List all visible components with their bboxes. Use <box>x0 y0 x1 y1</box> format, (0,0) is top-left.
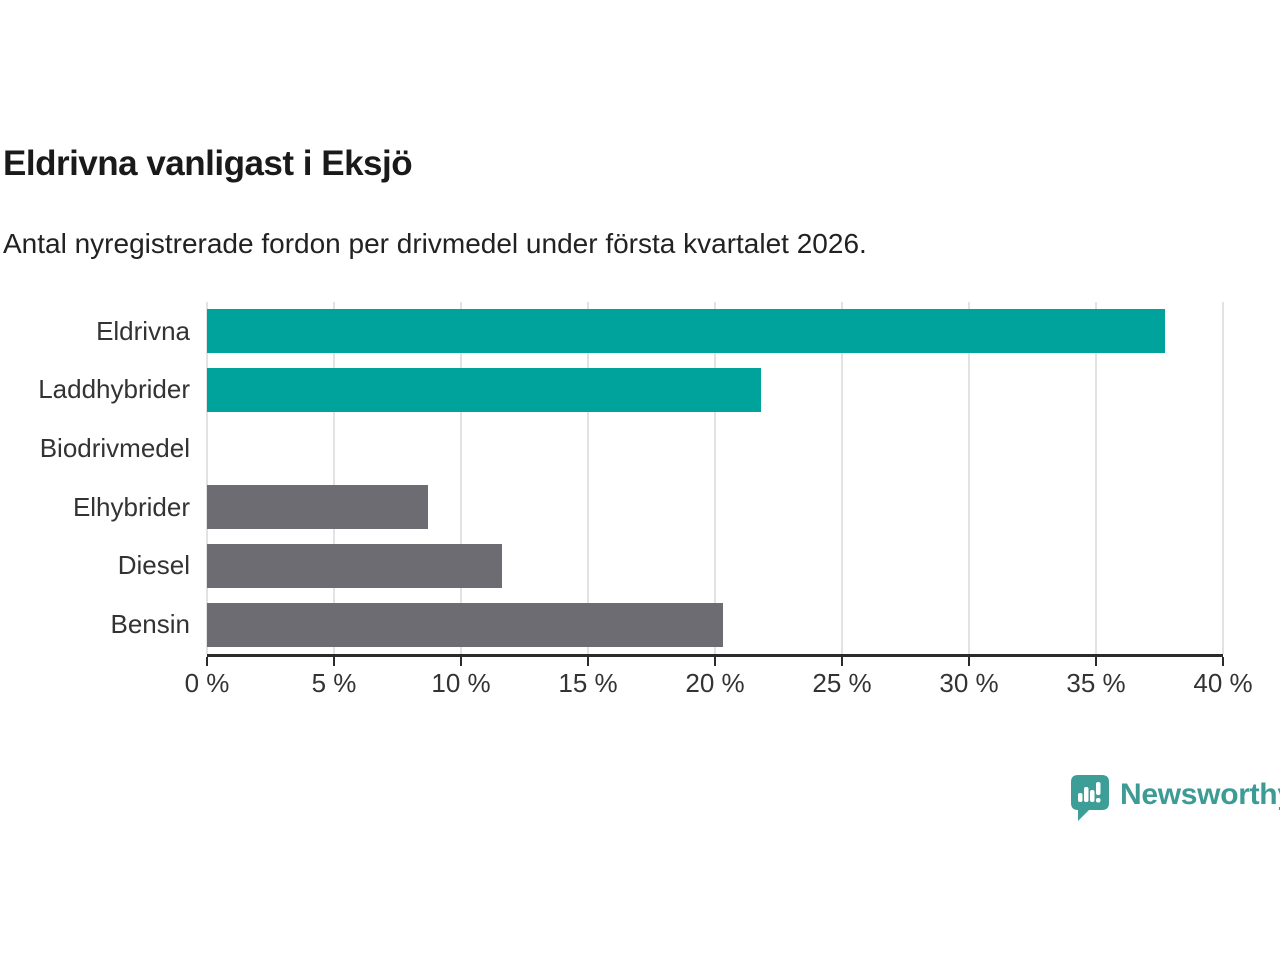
x-axis-tick-labels: 0 % 5 % 10 % 15 % 20 % 25 % 30 % 35 % 40 % <box>185 668 1253 702</box>
axis-tick <box>206 657 208 666</box>
bar-row <box>207 419 1223 478</box>
x-axis-tick-label: 30 % <box>939 668 999 698</box>
newsworthy-logo-text: Newsworthy <box>1120 778 1280 811</box>
gridline <box>1222 302 1224 654</box>
x-axis-tick-label: 0 % <box>184 668 230 698</box>
gridline <box>460 302 462 654</box>
gridline <box>968 302 970 654</box>
axis-tick <box>1095 657 1097 666</box>
gridline <box>714 302 716 654</box>
axis-tick <box>1222 657 1224 666</box>
category-label-elhybrider: Elhybrider <box>72 491 190 522</box>
newsworthy-bubble-chart-icon <box>1071 775 1109 821</box>
axis-tick <box>333 657 335 666</box>
x-axis-tick-label: 25 % <box>812 668 872 698</box>
bar-row <box>207 595 1223 654</box>
plot-area <box>206 302 1224 666</box>
bar-row <box>207 361 1223 420</box>
x-axis-tick-label: 20 % <box>685 668 745 698</box>
axis-tick <box>714 657 716 666</box>
bar-row <box>207 302 1223 361</box>
category-label-diesel: Diesel <box>117 550 190 581</box>
gridline <box>587 302 589 654</box>
gridline <box>206 302 208 654</box>
category-axis: Eldrivna Laddhybrider Biodrivmedel Elhybrid… <box>0 302 190 654</box>
bar-eldrivna <box>207 309 1165 354</box>
axis-tick <box>841 657 843 666</box>
axis-tick <box>587 657 589 666</box>
chart-subtitle: Antal nyregistrerade fordon per drivmede… <box>3 228 867 259</box>
category-label-laddhybrider: Laddhybrider <box>38 374 190 405</box>
chart-title: Eldrivna vanligast i Eksjö <box>3 144 413 183</box>
category-label-biodrivmedel: Biodrivmedel <box>39 433 190 464</box>
category-label-eldrivna: Eldrivna <box>96 315 190 346</box>
x-axis-tick-label: 40 % <box>1193 668 1253 698</box>
category-label-bensin: Bensin <box>110 609 191 640</box>
bar-elhybrider <box>207 485 428 530</box>
bar-laddhybrider <box>207 367 761 412</box>
bar-row <box>207 537 1223 596</box>
bar-bensin <box>207 602 723 647</box>
x-axis-tick-label: 35 % <box>1066 668 1126 698</box>
newsworthy-logo: Newsworthy <box>1070 774 1280 823</box>
bar-row <box>207 478 1223 537</box>
x-axis-tick-label: 5 % <box>311 668 357 698</box>
gridline <box>841 302 843 654</box>
x-axis-tick-label: 10 % <box>431 668 491 698</box>
axis-tick <box>460 657 462 666</box>
x-axis-tick-label: 15 % <box>558 668 618 698</box>
bar-diesel <box>207 543 502 588</box>
gridline <box>1095 302 1097 654</box>
axis-tick <box>968 657 970 666</box>
gridline <box>333 302 335 654</box>
